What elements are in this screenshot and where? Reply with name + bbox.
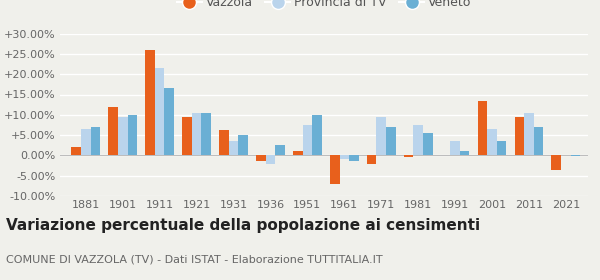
Bar <box>71 147 81 155</box>
Bar <box>478 101 487 155</box>
Bar <box>497 141 506 155</box>
Bar <box>155 68 164 155</box>
Bar <box>413 125 423 155</box>
Bar <box>164 88 174 155</box>
Bar <box>460 151 469 155</box>
Bar <box>118 117 128 155</box>
Text: COMUNE DI VAZZOLA (TV) - Dati ISTAT - Elaborazione TUTTITALIA.IT: COMUNE DI VAZZOLA (TV) - Dati ISTAT - El… <box>6 255 383 265</box>
Bar <box>275 145 285 155</box>
Bar <box>423 133 433 155</box>
Bar <box>524 113 534 155</box>
Bar <box>219 130 229 155</box>
Bar <box>376 117 386 155</box>
Bar <box>293 151 302 155</box>
Bar <box>487 129 497 155</box>
Bar <box>450 141 460 155</box>
Bar <box>229 141 238 155</box>
Bar <box>91 127 100 155</box>
Bar <box>330 155 340 184</box>
Bar <box>534 127 544 155</box>
Bar <box>256 155 266 162</box>
Bar <box>302 125 312 155</box>
Bar <box>238 135 248 155</box>
Text: Variazione percentuale della popolazione ai censimenti: Variazione percentuale della popolazione… <box>6 218 480 234</box>
Legend: Vazzola, Provincia di TV, Veneto: Vazzola, Provincia di TV, Veneto <box>172 0 476 14</box>
Bar <box>386 127 395 155</box>
Bar <box>340 155 349 160</box>
Bar <box>128 115 137 155</box>
Bar <box>367 155 376 164</box>
Bar <box>515 117 524 155</box>
Bar <box>202 113 211 155</box>
Bar <box>349 155 359 162</box>
Bar <box>571 155 580 156</box>
Bar <box>81 129 91 155</box>
Bar <box>192 113 202 155</box>
Bar <box>109 107 118 155</box>
Bar <box>182 117 192 155</box>
Bar <box>312 115 322 155</box>
Bar <box>145 50 155 155</box>
Bar <box>551 155 561 170</box>
Bar <box>266 155 275 164</box>
Bar <box>404 155 413 157</box>
